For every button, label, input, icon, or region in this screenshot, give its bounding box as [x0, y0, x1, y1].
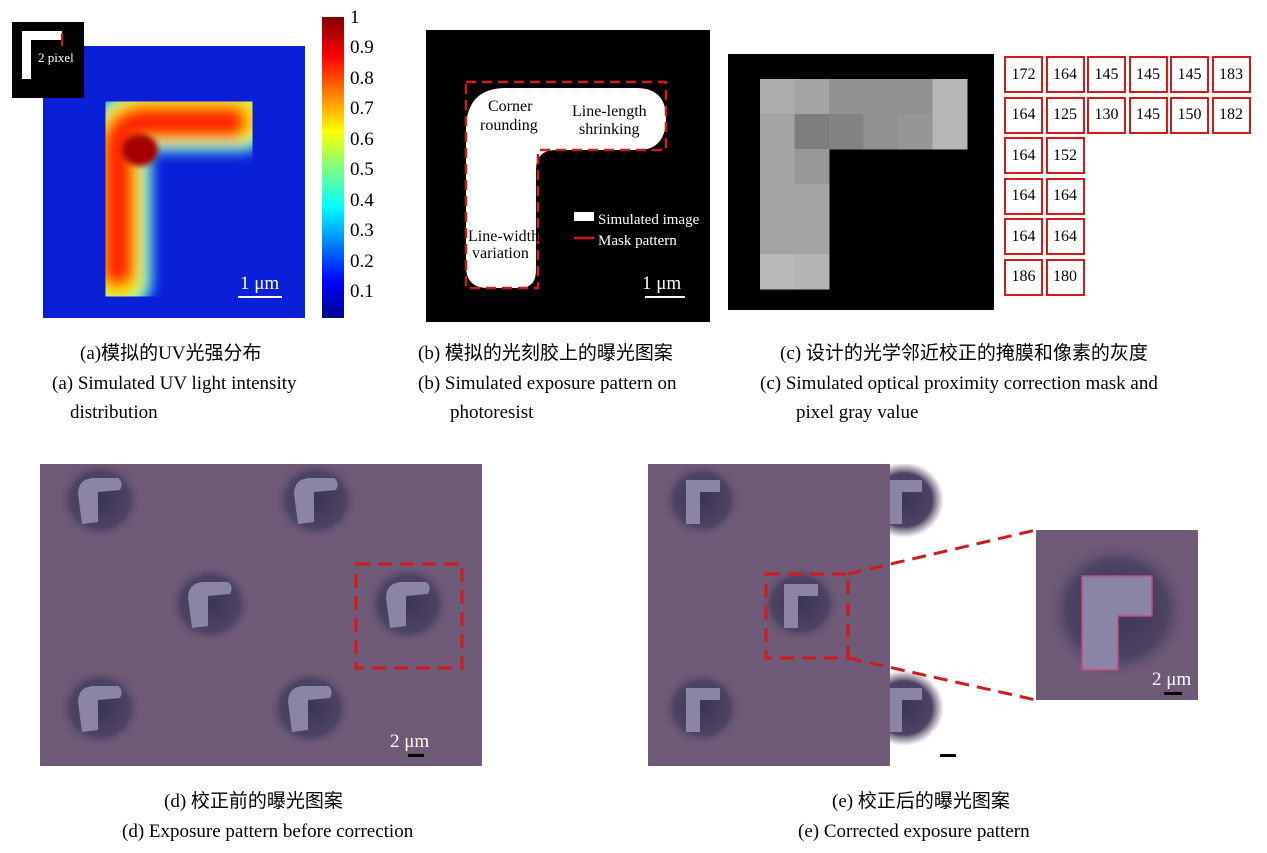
label-line-width-1: Line-width	[468, 228, 540, 245]
opc-mask-pixel	[760, 114, 795, 150]
colorbar-tick: 0.4	[350, 190, 374, 211]
colorbar-tick: 0.2	[350, 251, 374, 272]
label-line-length-2: shrinking	[579, 121, 640, 138]
panel-c-opc-mask	[728, 54, 994, 310]
pixel-value-cell: 164	[1004, 96, 1043, 134]
pixel-value-cell: 180	[1045, 258, 1085, 296]
panel-e-caption-en: (e) Corrected exposure pattern	[798, 821, 1030, 842]
panel-b-exposure-simulation	[426, 30, 710, 322]
opc-mask-pixel	[794, 254, 830, 290]
panel-b-scale-bar-label: 1 μm	[642, 273, 682, 294]
colorbar-tick: 0.8	[350, 68, 374, 89]
panel-e-zoom-scale-bar-label: 2 μm	[1152, 669, 1192, 690]
panel-a-caption-en-1: (a) Simulated UV light intensity	[52, 373, 297, 394]
label-corner-rounding-2: rounding	[480, 117, 538, 134]
opc-mask-pixel	[794, 79, 830, 115]
panel-d-scale-bar-label: 2 μm	[390, 731, 430, 752]
opc-mask-pixel	[898, 79, 933, 115]
panel-c-caption-cn: (c) 设计的光学邻近校正的掩膜和像素的灰度	[780, 343, 1148, 364]
opc-mask-pixel	[760, 149, 795, 185]
colorbar-tick: 0.6	[350, 129, 374, 150]
pixel-value-cell: 150	[1170, 96, 1209, 134]
opc-mask-pixel	[760, 184, 795, 220]
panel-c-caption-en-1: (c) Simulated optical proximity correcti…	[760, 373, 1158, 394]
pixel-value-cell: 164	[1004, 137, 1043, 174]
opc-mask-pixel	[829, 114, 864, 150]
opc-mask-pixel	[794, 184, 830, 220]
pixel-value-cell: 164	[1004, 218, 1043, 255]
pixel-value-cell: 182	[1211, 96, 1251, 134]
opc-mask-pixel	[932, 79, 968, 115]
opc-mask-pixel	[829, 79, 864, 115]
pixel-value-cell: 145	[1170, 56, 1209, 93]
label-line-width-2: variation	[472, 245, 529, 262]
pixel-value-cell: 164	[1045, 218, 1085, 255]
colorbar-tick: 0.1	[350, 281, 374, 302]
opc-mask-pixel	[932, 114, 968, 150]
panel-b-caption-cn: (b) 模拟的光刻胶上的曝光图案	[418, 343, 673, 364]
panel-d-caption-en: (d) Exposure pattern before correction	[122, 821, 414, 842]
pixel-value-cell: 145	[1128, 96, 1168, 134]
legend-simulated-image: Simulated image	[598, 212, 700, 228]
pixel-value-cell: 183	[1211, 56, 1251, 93]
opc-mask-pixel	[794, 219, 830, 255]
opc-mask-pixel	[863, 114, 899, 150]
opc-mask-pixel	[863, 79, 899, 115]
panel-a-caption-cn: (a)模拟的UV光强分布	[80, 343, 262, 364]
pixel-value-cell: 152	[1045, 137, 1085, 174]
panel-a-inset-label: 2 pixel	[38, 50, 74, 65]
label-corner-rounding-1: Corner	[488, 98, 533, 115]
colorbar-tick: 0.7	[350, 98, 374, 119]
panel-a-colorbar-ticks: 1 0.9 0.8 0.7 0.6 0.5 0.4 0.3 0.2 0.1	[350, 6, 390, 316]
colorbar-tick: 1	[350, 7, 360, 28]
pixel-value-cell: 145	[1128, 56, 1168, 93]
pixel-value-cell: 145	[1087, 56, 1126, 93]
panel-e-caption-cn: (e) 校正后的曝光图案	[832, 791, 1010, 812]
opc-mask-pixel	[898, 114, 933, 150]
panel-b-caption-en-2: photoresist	[450, 402, 534, 423]
panel-b-caption-en-1: (b) Simulated exposure pattern on	[418, 373, 677, 394]
colorbar-tick: 0.5	[350, 159, 374, 180]
panel-a-caption-en-2: distribution	[70, 402, 158, 423]
pixel-value-cell: 172	[1004, 56, 1043, 93]
panel-d-micrograph	[40, 464, 482, 766]
colorbar-tick: 0.9	[350, 37, 374, 58]
panel-c-caption-en-2: pixel gray value	[796, 402, 919, 423]
colorbar-tick: 0.3	[350, 220, 374, 241]
pixel-value-cell: 164	[1045, 177, 1085, 215]
pixel-value-cell: 164	[1045, 56, 1085, 93]
pixel-value-cell: 186	[1004, 258, 1043, 296]
opc-mask-pixel	[760, 254, 795, 290]
opc-mask-pixel	[760, 79, 795, 115]
panel-a-intensity-map	[12, 17, 344, 318]
legend-mask-pattern: Mask pattern	[598, 233, 677, 249]
label-line-length-1: Line-length	[572, 103, 647, 120]
opc-mask-pixel	[760, 219, 795, 255]
opc-mask-pixel	[794, 149, 830, 185]
panel-d-caption-cn: (d) 校正前的曝光图案	[164, 791, 343, 812]
panel-e-scale-bar-label: 2 μm	[930, 727, 970, 748]
panel-e-micrograph	[648, 464, 1198, 766]
pixel-value-cell: 130	[1087, 96, 1126, 134]
panel-a-scale-bar-label: 1 μm	[240, 273, 280, 294]
opc-mask-pixel	[794, 114, 830, 150]
pixel-value-cell: 164	[1004, 177, 1043, 215]
pixel-value-cell: 125	[1045, 96, 1085, 134]
